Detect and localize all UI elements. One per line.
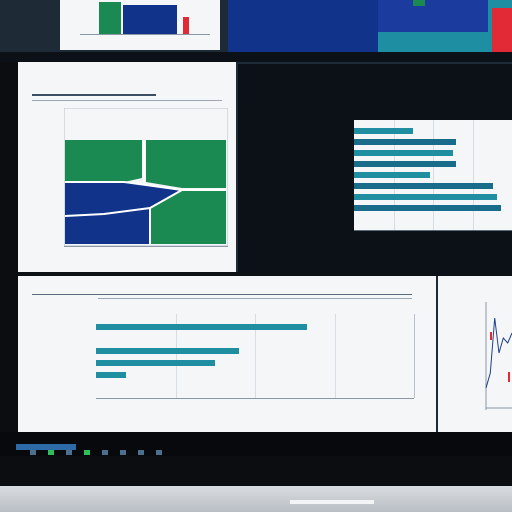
area-boundary-2 — [64, 189, 183, 217]
bottom-bar — [96, 348, 239, 354]
mid-left-subtitle-bar — [32, 100, 222, 101]
bottom-chart-title-line — [32, 294, 412, 295]
area-navy-lower — [65, 208, 150, 244]
settings-icon[interactable] — [120, 450, 126, 455]
top-left-bar — [123, 5, 177, 34]
area-boundary — [65, 181, 226, 191]
monitor-bezel-bottom — [0, 456, 512, 486]
top-left-chart-axis — [80, 34, 210, 35]
taskbar-title-bar — [16, 444, 76, 450]
bottom-bar — [96, 360, 215, 366]
top-right-band-navy-2 — [378, 0, 488, 32]
dark-bar-chart-panel — [238, 64, 512, 274]
area-green-lower — [150, 190, 226, 244]
mid-left-chart-panel — [18, 62, 236, 272]
window-icon[interactable] — [30, 450, 36, 455]
dark-bar-series — [354, 124, 512, 228]
dark-bar — [354, 139, 456, 145]
taskbar-icon-tray — [20, 450, 200, 456]
mail-icon[interactable] — [138, 450, 144, 455]
monitor-stand-highlight — [290, 500, 374, 504]
terminal-icon[interactable] — [48, 450, 54, 455]
bottom-bar-chart-panel — [18, 276, 436, 432]
mid-left-title-bar — [32, 94, 156, 96]
dark-bar — [354, 150, 453, 156]
dark-bar — [354, 172, 430, 178]
bottom-right-chart-panel — [438, 276, 512, 432]
mid-left-x-axis — [64, 246, 228, 247]
area-green-top-right — [146, 140, 226, 188]
top-right-marker-green — [413, 0, 425, 6]
browser-icon[interactable] — [66, 450, 72, 455]
top-left-chart-panel — [60, 0, 220, 50]
bottom-chart-x-axis — [96, 398, 414, 399]
dark-bar — [354, 194, 497, 200]
bottom-right-marker-red-2 — [508, 372, 510, 382]
bottom-bar-series — [96, 322, 414, 398]
bottom-bar — [96, 324, 307, 330]
area-green-top-left — [65, 140, 142, 182]
chart-icon[interactable] — [102, 450, 108, 455]
dark-bar — [354, 128, 413, 134]
bottom-right-marker-red — [490, 332, 492, 340]
bottom-chart-title-line-2 — [98, 298, 412, 299]
dark-bar — [354, 161, 456, 167]
mid-divider — [18, 272, 512, 276]
dark-chart-plot-area — [354, 120, 512, 230]
bottom-right-line-chart — [485, 302, 512, 410]
top-left-bar — [183, 17, 189, 34]
top-left-chart-plot — [95, 0, 205, 34]
taskbar — [0, 432, 512, 456]
top-right-bar-red — [492, 8, 512, 52]
top-right-chart-panel — [228, 0, 512, 52]
area-navy — [65, 182, 182, 216]
bottom-chart-plot — [96, 314, 415, 398]
dark-bar — [354, 183, 493, 189]
grid-icon[interactable] — [156, 450, 162, 455]
dark-chart-legend-line — [354, 230, 512, 231]
top-right-band-navy — [228, 0, 378, 52]
top-left-bar — [99, 2, 121, 34]
dark-bar — [354, 205, 501, 211]
left-bezel — [0, 62, 18, 432]
top-divider — [0, 52, 512, 62]
bottom-bar — [96, 372, 126, 378]
bottom-right-series — [485, 317, 512, 389]
files-icon[interactable] — [84, 450, 90, 455]
monitor-stand — [0, 486, 512, 512]
mid-left-area-chart — [64, 108, 228, 246]
